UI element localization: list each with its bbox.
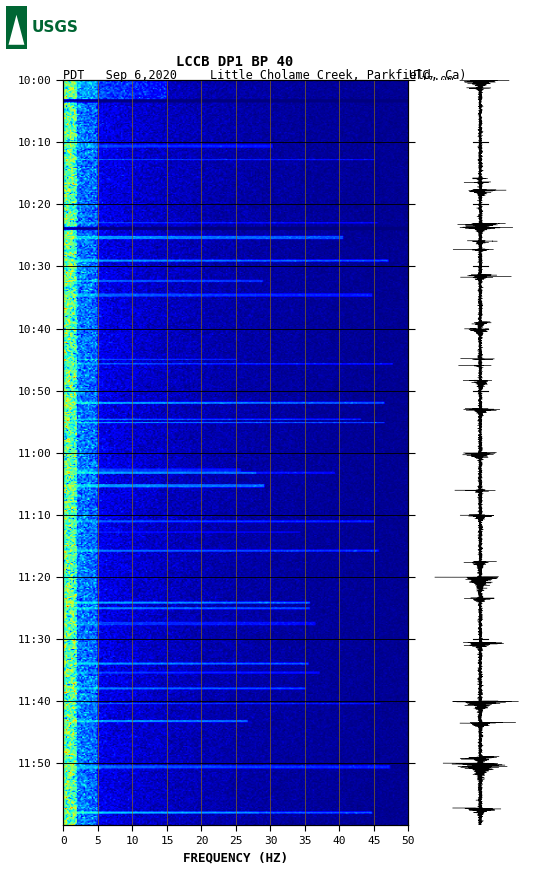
X-axis label: FREQUENCY (HZ): FREQUENCY (HZ) [183, 851, 289, 864]
Text: Little Cholame Creek, Parkfield, Ca): Little Cholame Creek, Parkfield, Ca) [210, 70, 466, 82]
Text: USGS: USGS [31, 21, 78, 35]
Text: UTC: UTC [408, 70, 430, 82]
Text: PDT   Sep 6,2020: PDT Sep 6,2020 [63, 70, 178, 82]
Polygon shape [6, 6, 28, 49]
Polygon shape [8, 15, 24, 45]
Text: LCCB DP1 BP 40: LCCB DP1 BP 40 [176, 55, 293, 70]
